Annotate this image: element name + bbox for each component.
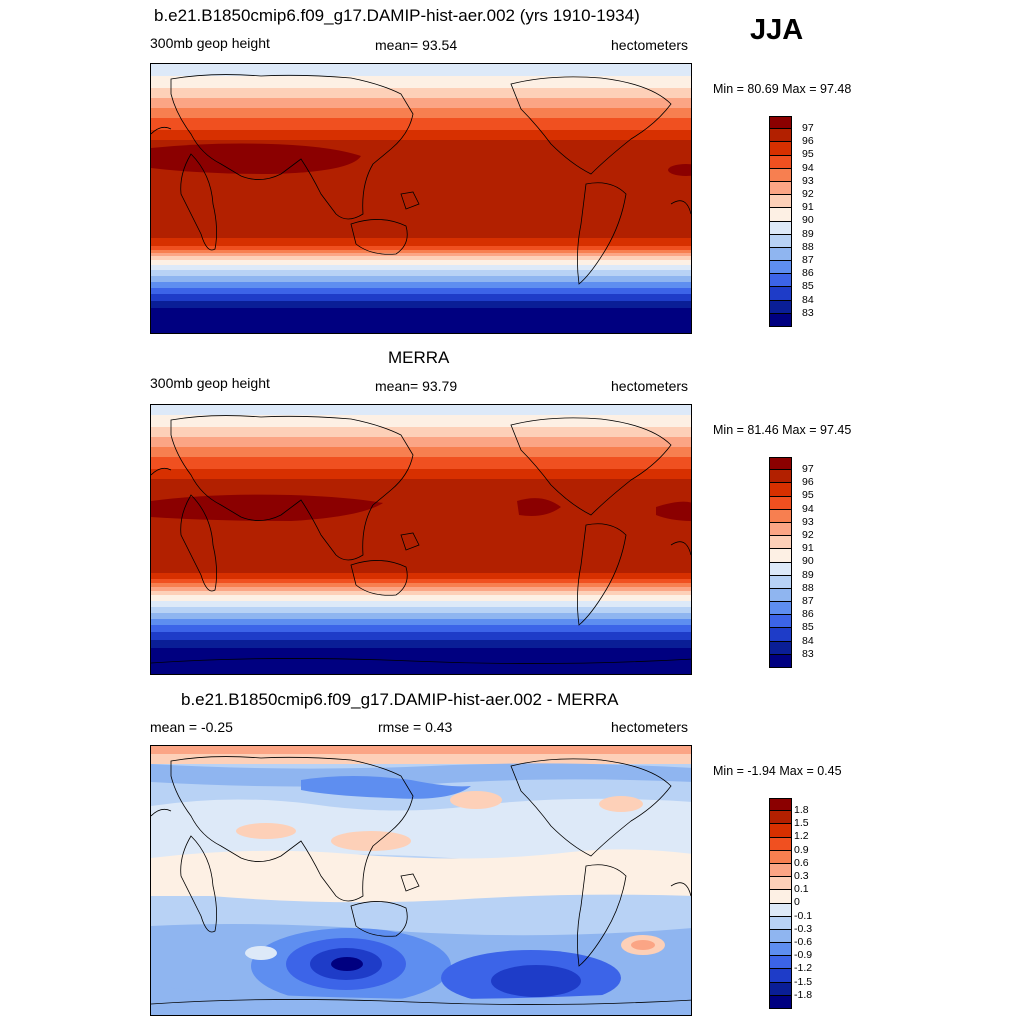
- panel2-coastlines: [151, 415, 691, 664]
- colorbar-tick-label: 86: [802, 267, 814, 280]
- colorbar-tick-label: 1.5: [794, 817, 809, 830]
- panel3-mean-label: mean = -0.25: [150, 719, 233, 735]
- panel1-coastlines: [151, 74, 691, 285]
- colorbar-tick-label: 89: [802, 568, 814, 581]
- colorbar-tick-label: -1.8: [794, 988, 813, 1001]
- colorbar-tick-label: -1.5: [794, 975, 813, 988]
- colorbar-tick-label: 91: [802, 542, 814, 555]
- colorbar-tick-label: 88: [802, 581, 814, 594]
- panel1-title: b.e21.B1850cmip6.f09_g17.DAMIP-hist-aer.…: [154, 6, 640, 25]
- colorbar-tick-label: 83: [802, 647, 814, 660]
- panel3-rmse-label: rmse = 0.43: [378, 719, 453, 735]
- colorbar-tick-label: 87: [802, 595, 814, 607]
- colorbar-tick-label: 84: [802, 293, 814, 306]
- panel3-title: b.e21.B1850cmip6.f09_g17.DAMIP-hist-aer.…: [181, 690, 619, 709]
- colorbar-tick-label: 92: [802, 529, 814, 541]
- panel3-coastlines: [151, 756, 691, 1005]
- panel1-colorbar: [769, 116, 792, 327]
- colorbar-tick-label: 0.9: [794, 843, 809, 856]
- panel1-variable-label: 300mb geop height: [150, 35, 270, 51]
- colorbar-tick-label: 92: [802, 188, 814, 200]
- panel2-title: MERRA: [388, 348, 450, 367]
- colorbar-tick-label: 0: [794, 896, 800, 909]
- colorbar-tick-label: 87: [802, 254, 814, 266]
- panel1-contour-field: [151, 64, 691, 333]
- colorbar-tick-label: 95: [802, 148, 814, 161]
- colorbar-tick-label: 84: [802, 634, 814, 647]
- panel2-contour-field: [151, 405, 691, 674]
- colorbar-tick-label: -1.2: [794, 962, 813, 975]
- colorbar-tick-label: -0.3: [794, 922, 813, 935]
- colorbar-tick-label: 83: [802, 306, 814, 319]
- panel1-map: [150, 63, 692, 334]
- panel1-minmax: Min = 80.69 Max = 97.48: [713, 82, 852, 96]
- colorbar-tick-label: 96: [802, 135, 814, 148]
- season-label: JJA: [750, 14, 804, 46]
- panel3-units-label: hectometers: [611, 719, 689, 735]
- colorbar-tick-label: -0.1: [794, 909, 813, 922]
- panel3-map: [150, 745, 692, 1016]
- colorbar-tick-label: 95: [802, 489, 814, 502]
- colorbar-tick-label: 90: [802, 214, 814, 227]
- colorbar-tick-label: 0.3: [794, 870, 809, 882]
- colorbar-tick-label: 0.6: [794, 856, 809, 869]
- colorbar-tick-label: 89: [802, 227, 814, 240]
- panel2-colorbar: [769, 457, 792, 668]
- colorbar-tick-label: 90: [802, 555, 814, 568]
- panel1-mean-label: mean= 93.54: [375, 37, 458, 53]
- panel3-minmax: Min = -1.94 Max = 0.45: [713, 764, 842, 778]
- colorbar-tick-label: -0.6: [794, 936, 813, 948]
- panel2-variable-label: 300mb geop height: [150, 375, 270, 391]
- colorbar-tick-label: 93: [802, 515, 814, 528]
- panel3-contour-field: [151, 746, 691, 1015]
- colorbar-tick-label: -0.9: [794, 949, 813, 962]
- colorbar-tick-label: 1.8: [794, 804, 809, 816]
- panel3-colorbar: [769, 798, 792, 1009]
- panel2-units-label: hectometers: [611, 378, 689, 394]
- colorbar-tick-label: 94: [802, 161, 814, 174]
- colorbar-tick-label: 93: [802, 174, 814, 187]
- panel1-units-label: hectometers: [611, 37, 689, 53]
- colorbar-tick-label: 1.2: [794, 830, 809, 843]
- panel2-minmax: Min = 81.46 Max = 97.45: [713, 423, 852, 437]
- colorbar-tick-label: 88: [802, 240, 814, 253]
- colorbar-tick-label: 91: [802, 201, 814, 214]
- panel2-map: [150, 404, 692, 675]
- colorbar-tick-label: 85: [802, 621, 814, 634]
- colorbar-tick-label: 85: [802, 280, 814, 293]
- panel2-mean-label: mean= 93.79: [375, 378, 458, 394]
- colorbar-tick-label: 0.1: [794, 883, 809, 896]
- colorbar-tick-label: 97: [802, 122, 814, 134]
- colorbar-tick-label: 96: [802, 476, 814, 489]
- colorbar-tick-label: 94: [802, 502, 814, 515]
- colorbar-tick-label: 86: [802, 608, 814, 621]
- colorbar-tick-label: 97: [802, 463, 814, 475]
